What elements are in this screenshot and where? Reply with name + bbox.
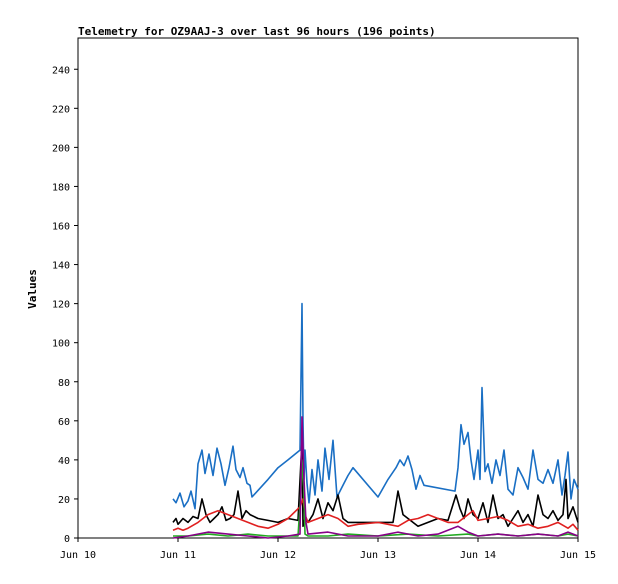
y-tick-label: 180: [52, 182, 70, 193]
series-line-5: [172, 416, 579, 539]
x-tick-label: Jun 14: [460, 550, 496, 561]
y-axis: 0 20 40 60 80 100 120 140 160 180 200 220 240: [52, 65, 78, 545]
x-tick-label: Jun 11: [160, 550, 196, 561]
y-tick-label: 100: [52, 339, 70, 350]
x-tick-label: Jun 13: [360, 550, 396, 561]
y-tick-label: 160: [52, 222, 70, 233]
y-tick-label: 240: [52, 65, 70, 76]
y-axis-label: Values: [26, 269, 39, 309]
series-line-3: [172, 498, 579, 532]
series-line-2: [172, 439, 579, 528]
y-tick-label: 200: [52, 143, 70, 154]
y-tick-label: 120: [52, 300, 70, 311]
y-tick-label: 0: [64, 534, 70, 545]
x-tick-label: Jun 10: [60, 550, 96, 561]
y-tick-label: 20: [58, 495, 70, 506]
plot-area-frame: [77, 37, 579, 539]
chart-title: Telemetry for OZ9AAJ-3 over last 96 hour…: [78, 25, 436, 38]
series-line-1: [172, 302, 579, 510]
y-tick-label: 140: [52, 261, 70, 272]
y-tick-label: 60: [58, 417, 70, 428]
x-axis: Jun 10 Jun 11 Jun 12 Jun 13 Jun 14 Jun 15: [60, 538, 596, 561]
y-tick-label: 220: [52, 104, 70, 115]
series-layer: [172, 302, 579, 539]
x-tick-label: Jun 12: [260, 550, 296, 561]
y-tick-label: 80: [58, 378, 70, 389]
y-tick-label: 40: [58, 456, 70, 467]
x-tick-label: Jun 15: [560, 550, 596, 561]
